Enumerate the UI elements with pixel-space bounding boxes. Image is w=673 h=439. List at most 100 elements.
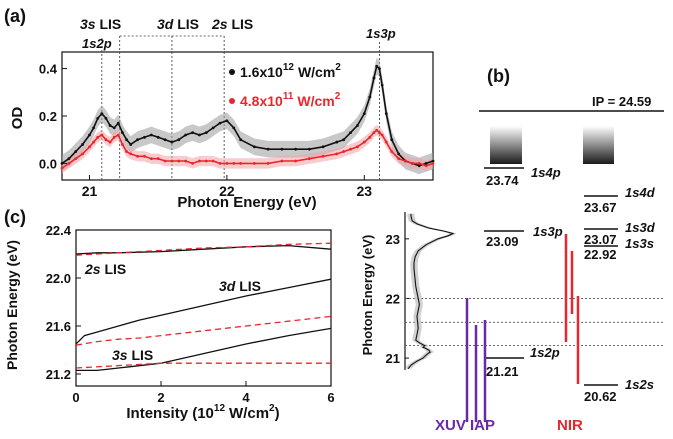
level-energy-23-09: 23.09 (486, 234, 519, 249)
y-tick-label: 21.6 (46, 319, 71, 334)
x-tick-label: 22 (219, 183, 235, 199)
curve-3s-solid (76, 327, 332, 372)
data-point (129, 143, 133, 146)
annotation-2s: 2s (211, 16, 228, 32)
annotation-3s-lis-c: 3s LIS (112, 347, 153, 363)
annotation-3s: 3s (80, 16, 96, 32)
data-point (349, 147, 352, 151)
annotation-2s-c: 2s (84, 261, 101, 277)
data-point (100, 112, 104, 116)
level-name-1s2s: 1s2s (625, 377, 654, 392)
legend-label-red: 4.8x1011 W/cm2 (240, 91, 341, 109)
level-name-1s3d: 1s3d (625, 220, 656, 235)
data-point (136, 154, 139, 158)
inset-spectrum: 21 22 23 (386, 212, 664, 370)
legend-black-unit: W/cm (298, 64, 335, 80)
legend-marker-red (229, 98, 235, 104)
data-point (170, 140, 174, 144)
y-tick-label: 0.2 (39, 109, 57, 124)
data-point (368, 135, 372, 139)
data-point (225, 119, 229, 123)
legend-label-black: 1.6x1012 W/cm2 (240, 62, 341, 80)
legend-black-exp: 12 (283, 62, 295, 73)
data-point (92, 126, 96, 130)
annotation-3d-lis-c: 3d LIS (219, 278, 261, 294)
curve-3d-solid (75, 278, 332, 345)
data-point (404, 159, 407, 163)
data-point (129, 152, 133, 156)
data-point (191, 162, 194, 165)
data-point (321, 154, 325, 158)
x-tick-label: 0 (72, 390, 79, 405)
data-point (390, 150, 394, 153)
curve-3d-dashed (75, 315, 332, 346)
annotation-3d: 3d (157, 16, 174, 32)
annotation-2s-c-suffix: LIS (101, 261, 127, 277)
data-point (211, 126, 215, 130)
data-point (372, 76, 376, 80)
level-energy-22-92: 22.92 (584, 247, 617, 262)
level-name-1s2p: 1s2p (530, 345, 560, 360)
level-energy-20-62: 20.62 (584, 389, 617, 404)
plot-a-ticks: 21 22 230.00.20.4 (39, 62, 372, 199)
data-point (198, 133, 201, 137)
inset-line (407, 213, 455, 370)
data-point (204, 131, 208, 134)
plot-a-error-bands (62, 57, 433, 175)
panel-a-label: (a) (4, 6, 26, 26)
data-point (108, 124, 112, 127)
data-point (280, 159, 284, 163)
y-tick-label: 0.4 (39, 62, 58, 77)
data-point (372, 131, 376, 134)
curve-2s-solid (75, 244, 332, 255)
data-point (104, 138, 108, 142)
data-point (177, 159, 181, 163)
data-point (280, 147, 284, 151)
data-point (397, 157, 401, 161)
error-band-red (62, 125, 433, 174)
data-point (74, 150, 78, 153)
data-point (424, 162, 428, 165)
data-point (431, 159, 435, 163)
annotation-3s-c: 3s (112, 347, 128, 363)
data-point (100, 133, 104, 137)
data-point (96, 116, 100, 120)
data-point (417, 164, 421, 168)
level-name-1s3p: 1s3p (533, 224, 563, 239)
annotation-3s-suffix: LIS (96, 16, 122, 32)
y-tick-label: 0.0 (39, 156, 57, 171)
data-point (149, 157, 153, 161)
level-name-1s4p: 1s4p (531, 165, 561, 180)
legend-black-base: 1.6x10 (240, 64, 283, 80)
plot-a-xlabel: Photon Energy (eV) (177, 194, 316, 211)
data-point (368, 95, 372, 99)
data-point (136, 138, 139, 142)
x-tick-label: 4 (242, 390, 250, 405)
data-point (335, 140, 339, 144)
legend-marker-black (229, 69, 235, 75)
data-point (307, 147, 311, 151)
data-point (184, 159, 188, 163)
data-point (321, 145, 325, 149)
level-diagram: IP = 24.59 23.74 1s4p 23.09 1s3p 21.21 1… (360, 94, 664, 434)
data-point (74, 157, 78, 161)
data-point (67, 162, 71, 165)
data-point (156, 135, 160, 139)
data-point (378, 131, 381, 134)
data-point (177, 138, 181, 142)
data-point (294, 147, 297, 151)
data-point (81, 152, 85, 156)
plot-c-xlabel: Intensity (1012 W/cm2) (126, 403, 279, 422)
curve-2s-dashed (75, 242, 332, 256)
data-point (218, 162, 222, 165)
data-point (342, 150, 346, 153)
plot-a-lines (60, 64, 435, 170)
x-tick-label: 6 (327, 390, 334, 405)
data-point (410, 162, 414, 165)
data-point (104, 116, 108, 120)
plot-a-ylabel: OD (9, 107, 26, 130)
annotation-2s-lis: 2s LIS (211, 16, 253, 32)
plot-c-xlabel-exp: 12 (214, 403, 226, 414)
plot-c-ticks: 0 2 4 6 21.2 21.6 22.0 22.4 (46, 223, 335, 405)
annotation-3s-c-suffix: LIS (128, 347, 154, 363)
